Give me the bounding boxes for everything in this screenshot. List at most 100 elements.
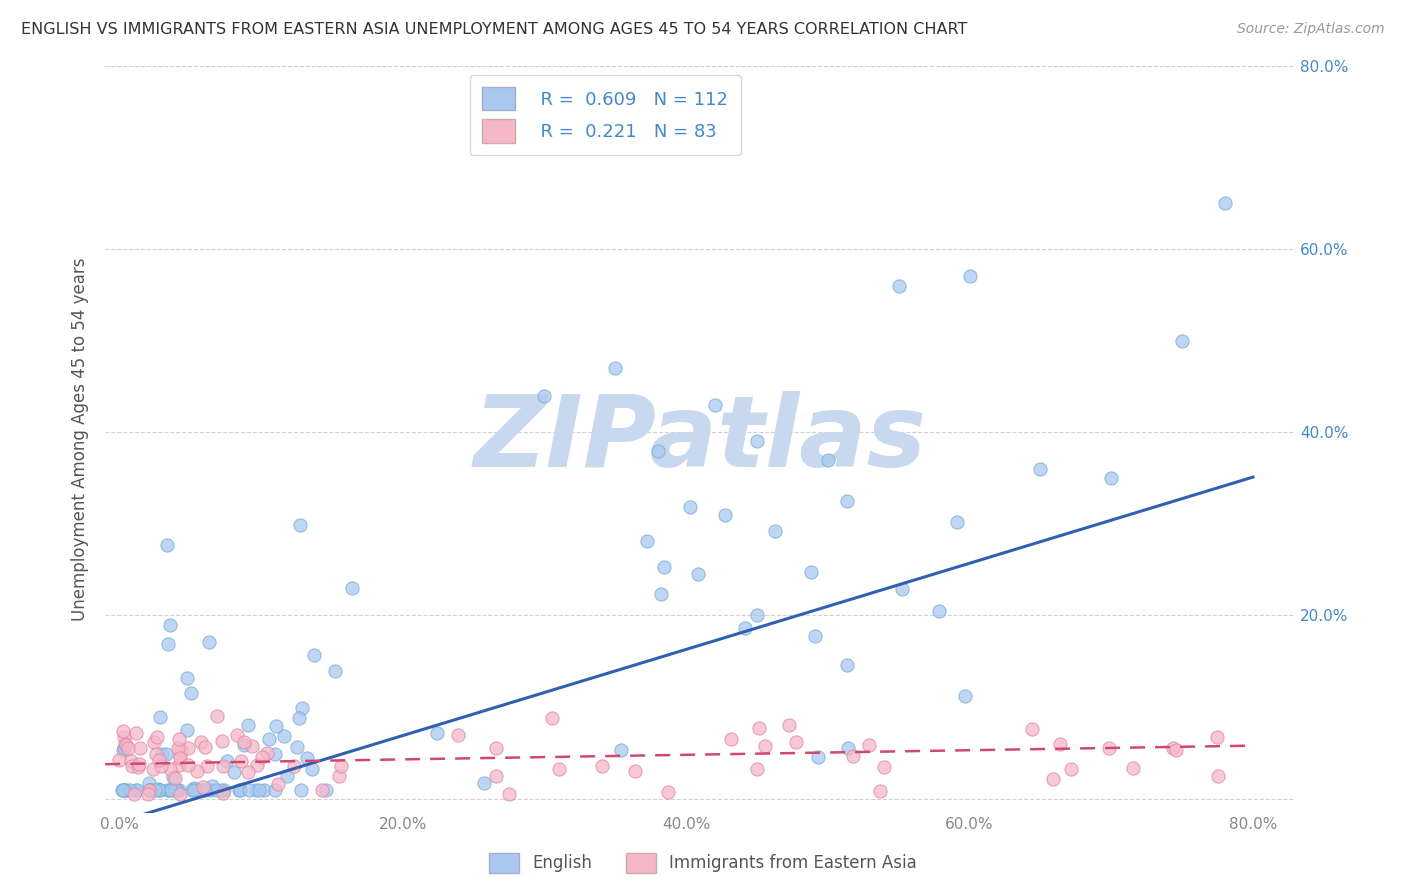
Text: Source: ZipAtlas.com: Source: ZipAtlas.com (1237, 22, 1385, 37)
Point (193, 782, 215, 797)
Point (1098, 740, 1121, 755)
Point (1099, 471, 1122, 485)
Point (198, 782, 221, 797)
Point (209, 782, 232, 797)
Point (176, 671, 198, 685)
Point (647, 443, 669, 458)
Point (188, 782, 211, 797)
Point (1021, 723, 1043, 737)
Point (114, 782, 136, 797)
Point (149, 758, 172, 772)
Point (176, 723, 198, 738)
Point (679, 500, 702, 514)
Point (858, 739, 880, 753)
Point (125, 726, 148, 740)
Point (111, 782, 134, 797)
Point (747, 607, 769, 622)
Point (259, 732, 281, 747)
Point (686, 566, 709, 581)
Point (817, 452, 839, 467)
Point (652, 560, 675, 574)
Point (149, 710, 172, 724)
Point (157, 782, 180, 797)
Point (928, 604, 950, 618)
Point (186, 764, 208, 778)
Point (148, 753, 170, 767)
Point (177, 757, 200, 772)
Point (541, 710, 564, 724)
Text: ENGLISH VS IMMIGRANTS FROM EASTERN ASIA UNEMPLOYMENT AMONG AGES 45 TO 54 YEARS C: ENGLISH VS IMMIGRANTS FROM EASTERN ASIA … (21, 22, 967, 37)
Point (267, 777, 290, 791)
Point (143, 782, 166, 797)
Point (163, 782, 186, 797)
Point (177, 741, 200, 756)
Point (650, 587, 672, 601)
Point (472, 776, 495, 790)
Point (799, 565, 821, 579)
Point (194, 740, 217, 755)
Point (155, 747, 177, 761)
Point (108, 753, 131, 767)
Point (263, 747, 285, 762)
Point (283, 759, 305, 773)
Point (778, 718, 800, 732)
Point (145, 730, 167, 744)
Point (228, 782, 250, 797)
Point (264, 719, 287, 733)
Point (145, 747, 167, 762)
Point (186, 782, 208, 797)
Point (169, 749, 191, 764)
Point (170, 743, 193, 757)
Point (222, 765, 245, 780)
Point (205, 782, 228, 797)
Point (1206, 730, 1229, 744)
Point (232, 735, 254, 749)
Point (955, 689, 977, 703)
Point (111, 782, 134, 797)
Point (148, 781, 170, 796)
Point (242, 739, 264, 754)
Point (745, 434, 768, 449)
Point (165, 771, 187, 785)
Point (591, 759, 613, 773)
Point (249, 782, 271, 797)
Point (703, 398, 725, 412)
Point (1161, 741, 1184, 756)
Point (713, 508, 735, 523)
Legend: English, Immigrants from Eastern Asia: English, Immigrants from Eastern Asia (482, 847, 924, 880)
Point (195, 759, 218, 773)
Point (201, 780, 224, 794)
Point (159, 617, 181, 632)
Point (252, 750, 274, 764)
Point (143, 734, 166, 748)
Point (290, 517, 312, 532)
Point (169, 751, 191, 765)
Point (636, 533, 658, 548)
Point (748, 721, 770, 735)
Point (180, 686, 202, 700)
Point (1049, 738, 1071, 752)
Y-axis label: Unemployment Among Ages 45 to 54 years: Unemployment Among Ages 45 to 54 years (72, 257, 89, 621)
Point (114, 737, 136, 751)
Point (285, 739, 308, 754)
Point (156, 637, 179, 651)
Point (120, 754, 142, 768)
Point (198, 635, 221, 649)
Point (166, 782, 188, 797)
Point (276, 769, 298, 783)
Point (624, 764, 647, 778)
Point (193, 780, 215, 795)
Point (745, 762, 768, 776)
Point (138, 782, 160, 797)
Text: ZIPatlas: ZIPatlas (474, 391, 927, 488)
Point (890, 582, 912, 597)
Point (190, 735, 212, 749)
Point (212, 758, 235, 772)
Point (315, 782, 337, 797)
Point (114, 782, 136, 797)
Point (138, 782, 160, 797)
Point (236, 764, 259, 779)
Point (228, 782, 250, 797)
Point (842, 748, 865, 763)
Point (533, 388, 555, 402)
